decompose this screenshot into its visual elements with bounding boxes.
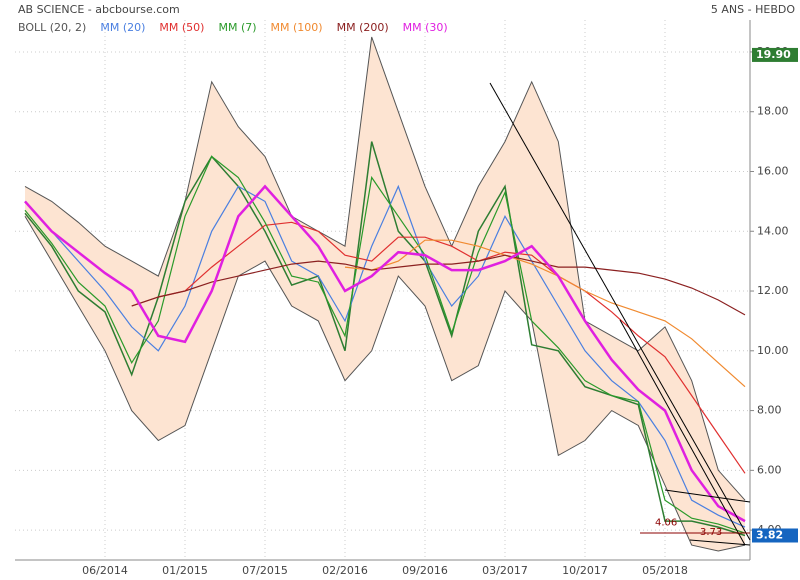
moving-average <box>24 155 746 534</box>
legend-entry: MM (200) <box>337 21 389 34</box>
x-tick-label: 02/2016 <box>322 564 368 577</box>
bollinger-upper <box>24 36 746 501</box>
x-tick-label: 09/2016 <box>402 564 448 577</box>
last-price-box <box>752 528 798 543</box>
trend-line <box>689 539 751 546</box>
x-tick-label: 06/2014 <box>82 564 128 577</box>
x-tick-label: 01/2015 <box>162 564 208 577</box>
moving-average <box>158 221 746 474</box>
x-tick-label: 07/2015 <box>242 564 288 577</box>
trend-lines <box>489 82 751 546</box>
high-price-box <box>752 47 798 62</box>
bollinger-area <box>25 37 745 551</box>
y-tick-label: 12.00 <box>757 284 789 297</box>
price-line <box>24 141 746 537</box>
trend-line <box>619 319 746 546</box>
plot-area <box>15 20 750 560</box>
legend-entry: MM (7) <box>218 21 256 34</box>
y-tick-label: 10.00 <box>757 344 789 357</box>
bollinger-lower <box>24 216 746 552</box>
trend-line <box>489 82 751 541</box>
trend-line <box>664 489 751 503</box>
y-tick-label: 14.00 <box>757 224 789 237</box>
moving-average <box>24 184 746 528</box>
x-tick-label: 10/2017 <box>562 564 608 577</box>
annotation: 4.06 <box>655 517 677 528</box>
last-price-box-label: 3.82 <box>756 528 783 541</box>
x-tick-label: 05/2018 <box>642 564 688 577</box>
chart-subtitle: 5 ANS - HEBDO <box>711 3 795 16</box>
x-tick-label: 03/2017 <box>482 564 528 577</box>
moving-average <box>131 254 746 316</box>
chart-title: AB SCIENCE - abcbourse.com <box>18 3 180 16</box>
y-tick-label: 6.00 <box>757 463 782 476</box>
annotation: 3.73 <box>700 527 722 538</box>
y-tick-label: 8.00 <box>757 404 782 417</box>
legend-entry: MM (20) <box>100 21 145 34</box>
high-price-box-label: 19.90 <box>756 48 791 61</box>
legend-entry: MM (100) <box>271 21 323 34</box>
legend-entry: MM (50) <box>159 21 204 34</box>
legend-entry: BOLL (20, 2) <box>18 21 86 34</box>
y-tick-label: 16.00 <box>757 164 789 177</box>
moving-average <box>344 239 746 388</box>
legend-entry: MM (30) <box>403 21 448 34</box>
moving-average <box>24 184 746 523</box>
y-tick-label: 18.00 <box>757 105 789 118</box>
